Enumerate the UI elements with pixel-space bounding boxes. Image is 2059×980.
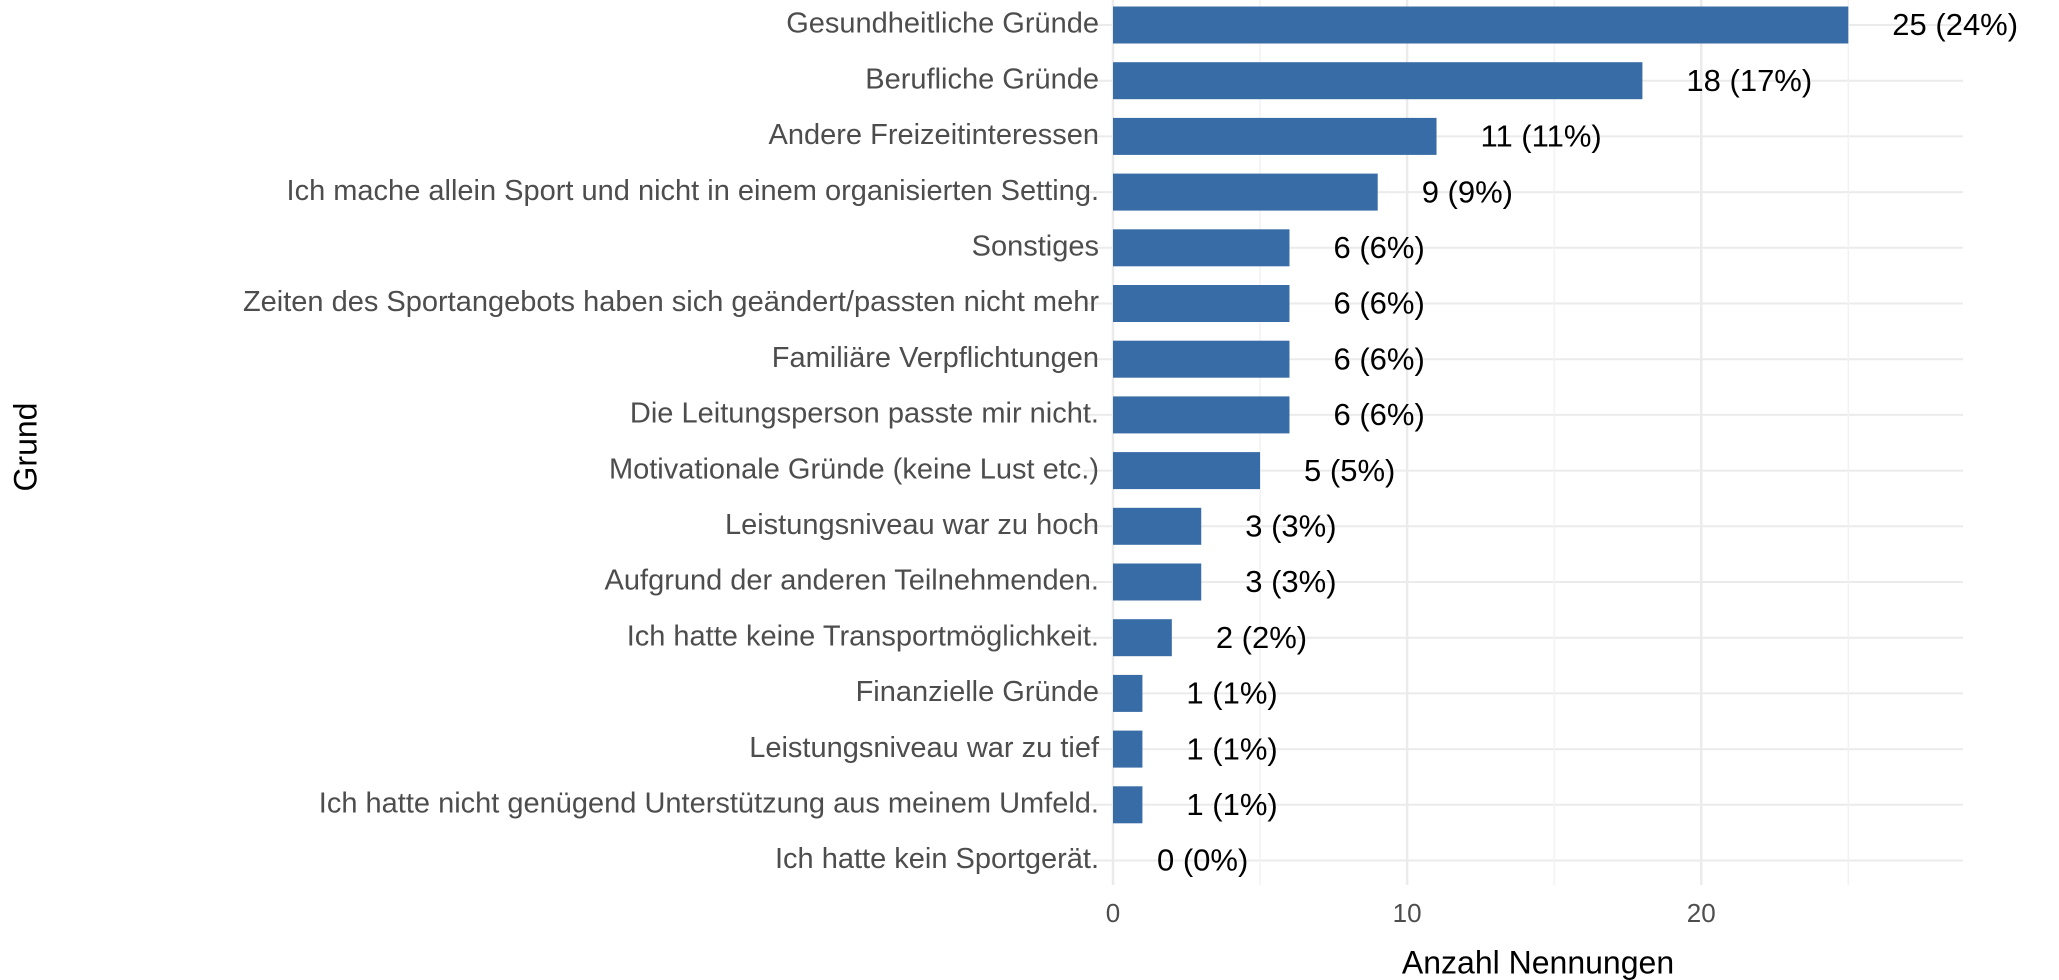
y-tick-label: Ich hatte nicht genügend Unterstützung a… [319,787,1099,819]
value-label: 1 (1%) [1186,787,1277,822]
bar [1113,452,1261,490]
value-label: 0 (0%) [1157,843,1248,878]
y-tick-label: Ich hatte keine Transportmöglichkeit. [627,620,1099,652]
value-label: 2 (2%) [1216,620,1307,655]
bar [1113,173,1378,211]
x-tick-label: 10 [1393,898,1422,928]
bar [1113,563,1202,601]
y-tick-label: Ich mache allein Sport und nicht in eine… [287,175,1099,207]
bar [1113,730,1143,768]
value-label: 6 (6%) [1333,397,1424,432]
y-tick-label: Familiäre Verpflichtungen [772,342,1099,374]
y-tick-label: Sonstiges [972,230,1099,262]
bar [1113,62,1643,100]
y-tick-label: Die Leitungsperson passte mir nicht. [630,398,1099,430]
bar [1113,340,1290,378]
value-label: 3 (3%) [1245,508,1336,543]
bar [1113,285,1290,322]
bar [1113,619,1172,657]
y-tick-label: Zeiten des Sportangebots haben sich geän… [243,286,1099,318]
value-label: 5 (5%) [1304,453,1395,488]
y-tick-label: Finanzielle Gründe [856,676,1099,708]
y-tick-label: Leistungsniveau war zu hoch [725,509,1099,541]
bar [1113,786,1143,824]
x-axis-title: Anzahl Nennungen [1402,944,1674,980]
x-tick-label: 20 [1687,898,1716,928]
bar [1113,507,1202,545]
y-tick-label: Motivationale Gründe (keine Lust etc.) [609,453,1099,485]
value-label: 18 (17%) [1686,63,1812,98]
value-label: 6 (6%) [1333,230,1424,265]
bar [1113,674,1143,712]
y-axis-title: Grund [7,403,43,492]
y-tick-label: Andere Freizeitinteressen [769,119,1099,151]
bar [1113,229,1290,267]
value-label: 3 (3%) [1245,564,1336,599]
y-tick-label: Aufgrund der anderen Teilnehmenden. [605,565,1099,597]
y-tick-label: Ich hatte kein Sportgerät. [775,843,1099,875]
value-label: 11 (11%) [1481,119,1602,154]
bar [1113,396,1290,434]
y-tick-label: Leistungsniveau war zu tief [749,732,1100,764]
y-tick-label: Berufliche Gründe [865,63,1099,95]
bar [1113,6,1849,44]
value-label: 9 (9%) [1422,174,1513,209]
value-label: 25 (24%) [1892,7,2018,42]
x-tick-label: 0 [1106,898,1120,928]
value-label: 1 (1%) [1186,731,1277,766]
value-label: 6 (6%) [1333,286,1424,321]
y-tick-label: Gesundheitliche Gründe [786,8,1099,40]
value-label: 6 (6%) [1333,341,1424,376]
bar [1113,117,1437,155]
value-label: 1 (1%) [1186,676,1277,711]
